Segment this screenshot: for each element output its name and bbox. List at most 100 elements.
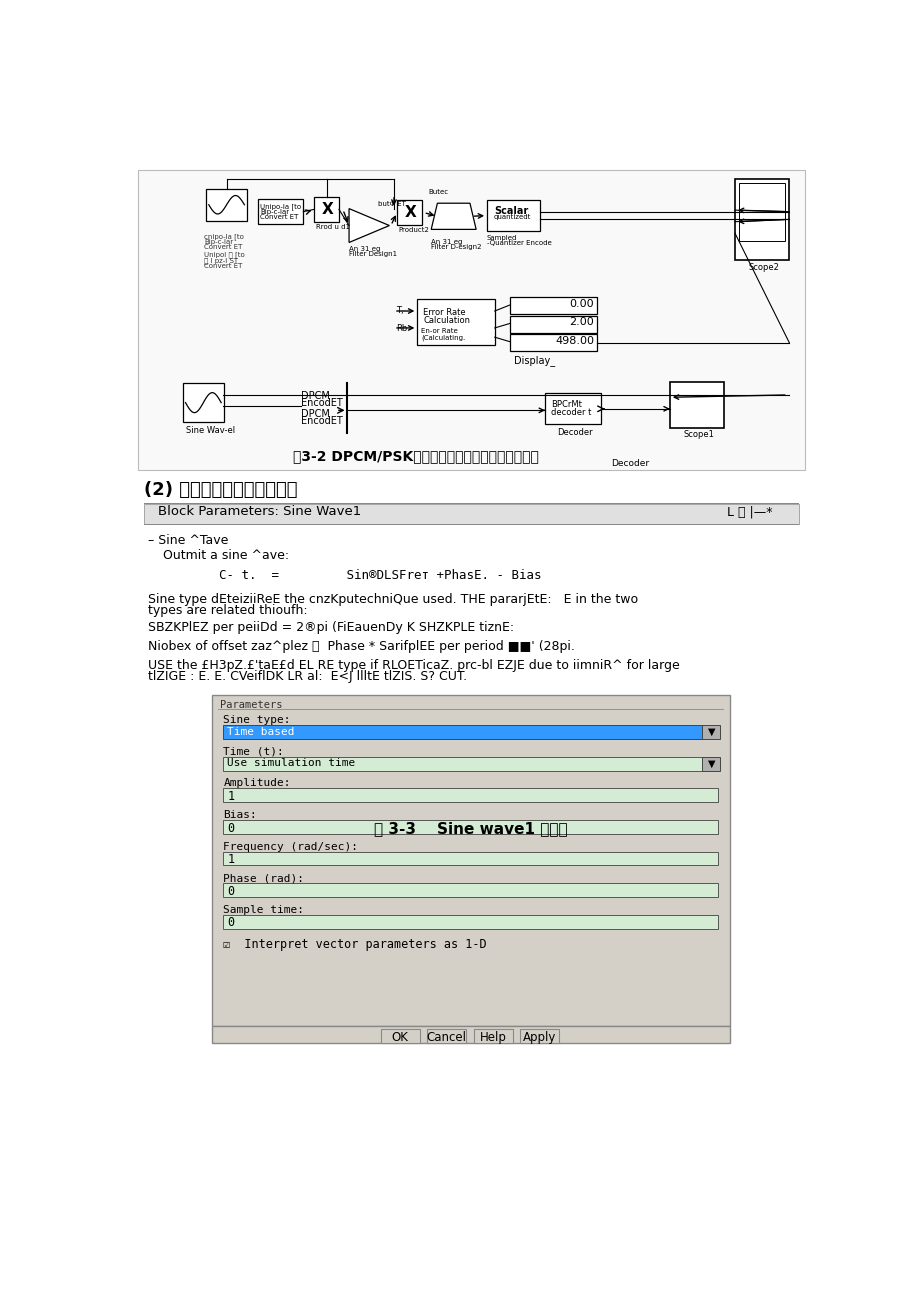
Text: Sampled: Sampled (486, 234, 516, 241)
Text: 0.00: 0.00 (569, 298, 594, 309)
Text: An 31 eg: An 31 eg (348, 246, 380, 251)
Bar (211, 1026, 729, 1043)
Text: Outmit a sine ^ave:: Outmit a sine ^ave: (163, 549, 289, 562)
Text: Scope2: Scope2 (748, 263, 779, 272)
Text: Sine Wav-el: Sine Wav-el (186, 426, 235, 435)
Bar (473, 1030, 512, 1043)
Text: Bip-c-lar: Bip-c-lar (204, 238, 233, 245)
Text: 图3-2 DPCM/PSK系统的仿真电路图（无高斯噪声）: 图3-2 DPCM/PSK系统的仿真电路图（无高斯噪声） (293, 449, 539, 462)
Text: 日 I pz-I ST: 日 I pz-I ST (204, 256, 238, 264)
Text: Display_: Display_ (514, 355, 555, 366)
Text: Product2: Product2 (398, 227, 429, 233)
Text: types are related thioufh:: types are related thioufh: (147, 604, 307, 617)
Text: Convert ET: Convert ET (204, 243, 243, 250)
Text: Convert ET: Convert ET (204, 263, 243, 268)
Text: L 甘 |—*: L 甘 |—* (726, 505, 772, 518)
Text: USE the £H3pZ.£'taE£d EL RE type if RLOETicaZ. prc-bl EZJE due to iimniR^ for la: USE the £H3pZ.£'taE£d EL RE type if RLOE… (147, 659, 678, 672)
Text: DPCM: DPCM (301, 391, 330, 401)
Text: Time based: Time based (227, 727, 295, 737)
Text: – Sine ^Tave: – Sine ^Tave (147, 534, 228, 547)
Text: Unipol 日 [to: Unipol 日 [to (204, 251, 244, 259)
Text: OK: OK (391, 1031, 408, 1044)
Text: (2) 系统所用模块的参数设置: (2) 系统所用模块的参数设置 (144, 482, 298, 499)
Text: C- t.  =         Sin®DLSFreт +PhasE. - Bias: C- t. = Sin®DLSFreт +PhasE. - Bias (188, 569, 540, 582)
Text: Scope1: Scope1 (683, 431, 714, 439)
Bar (426, 1030, 466, 1043)
Bar (223, 756, 703, 771)
Text: Bip-c-lar: Bip-c-lar (260, 208, 289, 215)
Text: X: X (404, 204, 416, 220)
Text: 0: 0 (227, 884, 234, 897)
Bar (223, 820, 717, 833)
Text: ▼: ▼ (707, 727, 715, 737)
Bar (313, 197, 338, 221)
Text: Filter D-esign2: Filter D-esign2 (431, 243, 482, 250)
Text: Amplitude:: Amplitude: (223, 779, 290, 789)
Text: Block Parameters: Sine Wave1: Block Parameters: Sine Wave1 (157, 505, 360, 518)
Text: Niobex of offset zaz^plez 二  Phase * SarifplEE per period ■■' (28pi.: Niobex of offset zaz^plez 二 Phase * Sari… (147, 639, 573, 652)
Bar (520, 1030, 559, 1043)
Text: EncodET: EncodET (301, 398, 343, 408)
Text: Frequency (rad/sec):: Frequency (rad/sec): (223, 841, 358, 852)
Text: 498.00: 498.00 (554, 336, 594, 345)
Text: Time (t):: Time (t): (223, 747, 284, 756)
Text: En-or Rate: En-or Rate (421, 328, 458, 333)
Text: Error Rate: Error Rate (423, 309, 466, 316)
Text: Convert ET: Convert ET (260, 214, 298, 220)
Bar (669, 381, 723, 428)
Bar (510, 315, 596, 332)
Bar (701, 725, 719, 740)
Text: cnipo-la [to: cnipo-la [to (204, 233, 244, 240)
Bar (380, 1030, 419, 1043)
Text: (Calculating.: (Calculating. (421, 335, 465, 341)
Text: Cancel: Cancel (426, 1031, 466, 1044)
Text: 1: 1 (227, 790, 234, 803)
Text: Unipo-la [to: Unipo-la [to (260, 203, 301, 210)
Bar (223, 852, 717, 866)
Text: -Quantizer Encode: -Quantizer Encode (486, 240, 551, 246)
Text: Use simulation time: Use simulation time (227, 758, 356, 768)
Text: T,: T, (396, 306, 403, 315)
Text: Decoder: Decoder (610, 458, 649, 467)
Text: EncodET: EncodET (301, 415, 343, 426)
Bar (223, 725, 703, 740)
Bar (223, 789, 717, 802)
Text: tlZIGE : E. E. CVeiflDK LR al:  E<J llltE tlZIS. S? CUT.: tlZIGE : E. E. CVeiflDK LR al: E<J llltE… (147, 669, 466, 682)
Bar (701, 756, 719, 771)
Bar (138, 171, 804, 470)
Text: 0: 0 (227, 822, 234, 835)
Text: DPCM: DPCM (301, 409, 330, 419)
Text: Scalar: Scalar (494, 206, 528, 216)
Text: Sine type dEteiziiReE the cnzKputechniQue used. THE pararjEtE:   E in the two: Sine type dEteiziiReE the cnzKputechniQu… (147, 592, 637, 605)
Polygon shape (431, 203, 476, 229)
Text: Help: Help (479, 1031, 506, 1044)
Text: An 31 eg: An 31 eg (431, 238, 462, 245)
Text: 1: 1 (227, 853, 234, 866)
Bar (510, 297, 596, 314)
Text: BPCrMt: BPCrMt (550, 400, 582, 409)
Text: Parameters: Parameters (220, 700, 282, 710)
Text: quantizedt: quantizedt (493, 214, 530, 220)
Text: SBZKPlEZ per peiiDd = 2®pi (FiEauenDy K SHZKPLE tiznE:: SBZKPlEZ per peiiDd = 2®pi (FiEauenDy K … (147, 621, 513, 634)
Text: 0: 0 (227, 917, 234, 930)
Text: Butec: Butec (428, 189, 448, 195)
Text: Decoder: Decoder (557, 428, 593, 437)
Bar (258, 199, 303, 224)
Bar (223, 915, 717, 928)
Text: Phase (rad):: Phase (rad): (223, 874, 304, 883)
Text: Calculation: Calculation (423, 315, 470, 324)
Text: Rrod u d1: Rrod u d1 (315, 224, 349, 230)
Bar (738, 184, 785, 241)
Bar (397, 201, 422, 225)
Text: 图 3-3    Sine wave1 参数图: 图 3-3 Sine wave1 参数图 (373, 822, 567, 836)
Bar (206, 189, 246, 221)
Text: Sample time:: Sample time: (223, 905, 304, 915)
Text: 2.00: 2.00 (569, 318, 594, 327)
Bar (510, 335, 596, 352)
Bar (144, 504, 798, 525)
Bar (545, 393, 600, 424)
Bar (734, 180, 789, 260)
Text: Sine type:: Sine type: (223, 715, 290, 725)
Bar (183, 383, 223, 422)
Bar (144, 503, 798, 504)
